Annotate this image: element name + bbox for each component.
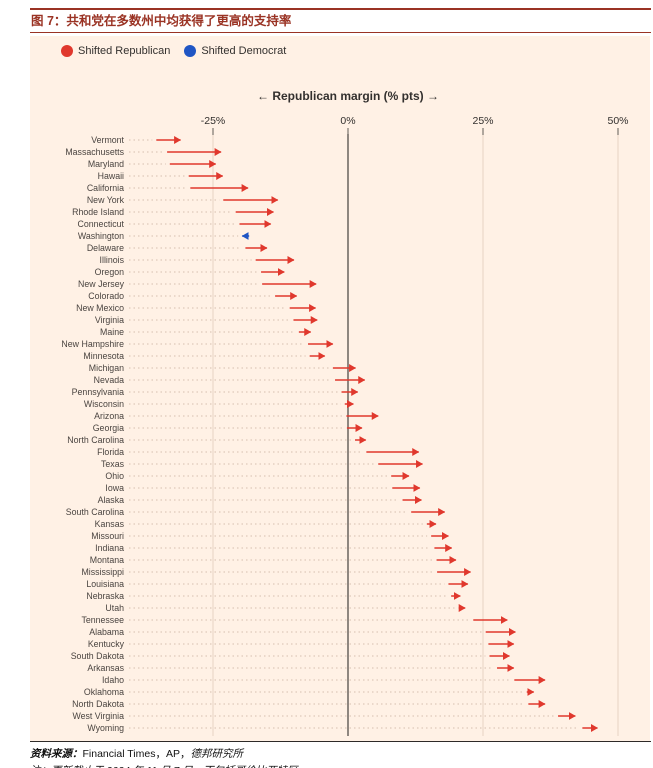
state-label: Wyoming [87, 723, 124, 733]
state-label: New Hampshire [61, 339, 124, 349]
axis-tick-label: -25% [201, 115, 226, 127]
state-label: Illinois [100, 255, 125, 265]
figure-footer: 资料来源：Financial Times，AP，德邦研究所 注：更新截止于 20… [30, 741, 651, 768]
state-label: Connecticut [78, 219, 125, 229]
state-label: Alabama [89, 627, 124, 637]
state-label: Washington [78, 231, 124, 241]
state-label: New York [87, 195, 125, 205]
state-label: California [87, 183, 124, 193]
state-label: Rhode Island [72, 207, 124, 217]
state-label: Maine [100, 327, 124, 337]
state-label: Arizona [94, 411, 124, 421]
axis-tick-label: 50% [607, 115, 628, 127]
figure-header: 图 7：共和党在多数州中均获得了更高的支持率 [30, 0, 651, 33]
state-label: Hawaii [98, 171, 124, 181]
state-label: Pennsylvania [72, 387, 124, 397]
state-label: Kentucky [88, 639, 125, 649]
state-label: Oregon [95, 267, 124, 277]
state-label: Florida [97, 447, 124, 457]
state-label: Texas [101, 459, 125, 469]
chart-panel: Shifted Republican Shifted Democrat -25%… [30, 36, 650, 741]
state-label: Massachusetts [65, 147, 124, 157]
state-label: Virginia [95, 315, 124, 325]
source-label: 资料来源： [30, 748, 83, 760]
state-label: Kansas [95, 519, 125, 529]
state-label: Iowa [105, 483, 124, 493]
state-label: Michigan [89, 363, 124, 373]
state-label: South Carolina [66, 507, 124, 517]
state-label: Nebraska [86, 591, 124, 601]
axis-tick-label: 25% [472, 115, 493, 127]
state-label: Nevada [94, 375, 124, 385]
state-label: Missouri [91, 531, 124, 541]
state-label: New Mexico [76, 303, 124, 313]
state-label: Alaska [98, 495, 125, 505]
shift-arrow-chart: -25% 0% 25% 50% ← Republican margin (% pts) … [61, 89, 629, 736]
state-label: Montana [90, 555, 124, 565]
state-label: Delaware [87, 243, 124, 253]
state-label: North Carolina [67, 435, 124, 445]
legend-item-shifted-democrat: Shifted Democrat [184, 45, 286, 57]
state-label: Idaho [102, 675, 124, 685]
state-label: Utah [105, 603, 124, 613]
state-label: North Dakota [72, 699, 124, 709]
state-label: Arkansas [87, 663, 124, 673]
state-label: Minnesota [83, 351, 124, 361]
state-label: Ohio [105, 471, 124, 481]
state-label: Maryland [88, 159, 124, 169]
source-line: 资料来源：Financial Times，AP，德邦研究所 [30, 746, 651, 761]
legend-label-shifted-republican: Shifted Republican [78, 45, 171, 57]
figure-title: 图 7：共和党在多数州中均获得了更高的支持率 [31, 14, 292, 28]
state-label: South Dakota [71, 651, 124, 661]
source-chinese: 德邦研究所 [190, 748, 243, 760]
header-bottom-rule [30, 32, 651, 33]
chart-legend: Shifted Republican Shifted Democrat [61, 45, 286, 57]
state-label: New Jersey [78, 279, 125, 289]
source-english: Financial Times，AP， [82, 748, 191, 760]
state-label: Vermont [91, 135, 124, 145]
state-label: Oklahoma [84, 687, 124, 697]
state-label: Tennessee [81, 615, 124, 625]
republican-dot-icon [61, 45, 73, 57]
legend-label-shifted-democrat: Shifted Democrat [201, 45, 287, 57]
state-label: Louisiana [86, 579, 124, 589]
header-top-rule [30, 8, 651, 10]
legend-item-shifted-republican: Shifted Republican [61, 45, 170, 57]
state-label: Mississippi [81, 567, 124, 577]
axis-title: ← Republican margin (% pts) → [257, 89, 439, 103]
note-line: 注：更新截止于 2024 年 11 月 7 日，不包括哥伦比亚特区 [30, 763, 651, 768]
axis-tick-label: 0% [340, 115, 355, 127]
state-label: Georgia [93, 423, 124, 433]
state-label: West Virginia [72, 711, 124, 721]
democrat-dot-icon [184, 45, 197, 57]
state-label: Indiana [95, 543, 124, 553]
state-label: Wisconsin [84, 399, 124, 409]
state-label: Colorado [88, 291, 124, 301]
